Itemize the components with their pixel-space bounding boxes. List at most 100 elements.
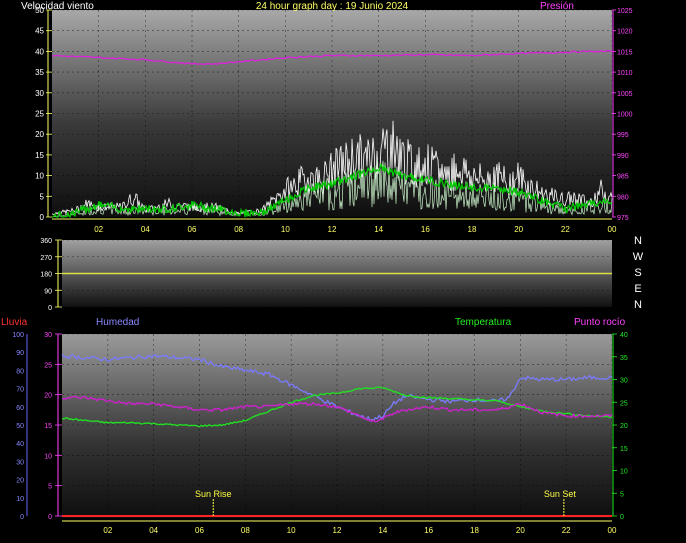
pressure-y-tick: 995 — [617, 132, 629, 139]
compass-label: E — [634, 283, 641, 295]
dewpoint-y-tick: 25 — [44, 362, 52, 369]
direction-y-tick: 360 — [40, 238, 52, 245]
dewpoint-y-tick: 5 — [48, 484, 52, 491]
climate-x-tick: 08 — [241, 526, 250, 535]
temperature-y-tick: 0 — [620, 514, 624, 521]
wind-average-line — [51, 162, 613, 219]
climate-x-tick: 20 — [516, 526, 525, 535]
wind-x-tick: 18 — [468, 225, 477, 234]
wind-x-tick: 06 — [188, 225, 197, 234]
dewpoint-label: Punto rocío — [574, 317, 626, 328]
wind-x-tick: 04 — [141, 225, 150, 234]
pressure-label: Presión — [540, 1, 574, 12]
wind-y-tick: 40 — [35, 47, 44, 56]
pressure-y-tick: 990 — [617, 153, 629, 160]
pressure-y-tick: 1005 — [617, 91, 633, 98]
temperature-y-tick: 40 — [620, 332, 628, 339]
wind-x-tick: 16 — [421, 225, 430, 234]
wind-y-tick: 5 — [40, 192, 45, 201]
direction-y-tick: 180 — [40, 272, 52, 279]
compass-label: N — [634, 235, 642, 247]
dewpoint-y-tick: 10 — [44, 453, 52, 460]
pressure-y-tick: 975 — [617, 215, 629, 222]
pressure-y-tick: 1000 — [617, 112, 633, 119]
humidity-label: Humedad — [96, 317, 139, 328]
climate-x-tick: 16 — [424, 526, 433, 535]
temperature-label: Temperatura — [455, 317, 512, 328]
climate-x-tick: 10 — [287, 526, 296, 535]
pressure-y-tick: 1020 — [617, 29, 633, 36]
direction-y-tick: 270 — [40, 255, 52, 262]
humidity-y-tick: 100 — [12, 332, 24, 339]
pressure-y-tick: 1025 — [617, 8, 633, 15]
wind-y-tick: 10 — [35, 172, 44, 181]
dewpoint-y-tick: 30 — [44, 332, 52, 339]
climate-x-tick: 02 — [103, 526, 112, 535]
temperature-y-tick: 30 — [620, 378, 628, 385]
dewpoint-line — [61, 395, 613, 423]
wind-x-tick: 14 — [374, 225, 383, 234]
pressure-y-tick: 1015 — [617, 49, 633, 56]
direction-y-tick: 0 — [48, 305, 52, 312]
humidity-y-tick: 10 — [16, 496, 24, 503]
pressure-y-tick: 985 — [617, 174, 629, 181]
humidity-y-tick: 60 — [16, 405, 24, 412]
sunset-label: Sun Set — [544, 489, 577, 499]
climate-x-tick: 04 — [149, 526, 158, 535]
wind-y-tick: 30 — [35, 89, 44, 98]
wind-low-line — [51, 159, 613, 218]
temperature-y-tick: 35 — [620, 355, 628, 362]
humidity-y-tick: 40 — [16, 441, 24, 448]
pressure-y-tick: 980 — [617, 194, 629, 201]
direction-y-tick: 90 — [44, 288, 52, 295]
humidity-y-tick: 50 — [16, 423, 24, 430]
wind-y-tick: 45 — [35, 27, 44, 36]
climate-x-tick: 18 — [470, 526, 479, 535]
wind-y-tick: 25 — [35, 110, 44, 119]
temperature-y-tick: 25 — [620, 400, 628, 407]
compass-label: W — [633, 251, 644, 263]
dewpoint-y-tick: 0 — [48, 514, 52, 521]
humidity-y-tick: 20 — [16, 478, 24, 485]
wind-y-tick: 35 — [35, 68, 44, 77]
axis-tick-labels: 0510152025303540455097598098599099510001… — [12, 6, 643, 535]
wind-x-tick: 00 — [608, 225, 617, 234]
climate-x-tick: 00 — [608, 526, 617, 535]
pressure-y-tick: 1010 — [617, 70, 633, 77]
pressure-line — [51, 50, 613, 66]
wind-x-tick: 22 — [561, 225, 570, 234]
humidity-y-tick: 30 — [16, 459, 24, 466]
sunrise-label: Sun Rise — [195, 489, 232, 499]
wind-series — [51, 50, 613, 219]
temperature-y-tick: 5 — [620, 491, 624, 498]
wind-y-tick: 20 — [35, 130, 44, 139]
temperature-y-tick: 10 — [620, 469, 628, 476]
wind-y-tick: 50 — [35, 6, 44, 15]
humidity-y-tick: 0 — [20, 514, 24, 521]
wind-x-tick: 20 — [514, 225, 523, 234]
climate-x-tick: 12 — [333, 526, 342, 535]
humidity-y-tick: 70 — [16, 387, 24, 394]
dewpoint-y-tick: 20 — [44, 393, 52, 400]
compass-label: N — [634, 299, 642, 311]
wind-x-tick: 08 — [234, 225, 243, 234]
wind-y-tick: 0 — [40, 213, 45, 222]
climate-x-tick: 22 — [562, 526, 571, 535]
temperature-line — [61, 386, 613, 428]
dewpoint-y-tick: 15 — [44, 423, 52, 430]
climate-x-tick: 14 — [378, 526, 387, 535]
wind-x-tick: 12 — [328, 225, 337, 234]
wind-speed-label: Velocidad viento — [21, 1, 94, 12]
climate-x-tick: 06 — [195, 526, 204, 535]
compass-label: S — [634, 267, 641, 279]
temperature-y-tick: 15 — [620, 446, 628, 453]
wind-x-tick: 02 — [94, 225, 103, 234]
climate-series — [61, 353, 613, 517]
rain-label: Lluvia — [1, 317, 28, 328]
wind-y-tick: 15 — [35, 151, 44, 160]
chart-title: 24 hour graph day : 19 Junio 2024 — [256, 1, 409, 12]
temperature-y-tick: 20 — [620, 423, 628, 430]
wind-x-tick: 10 — [281, 225, 290, 234]
humidity-y-tick: 90 — [16, 350, 24, 357]
